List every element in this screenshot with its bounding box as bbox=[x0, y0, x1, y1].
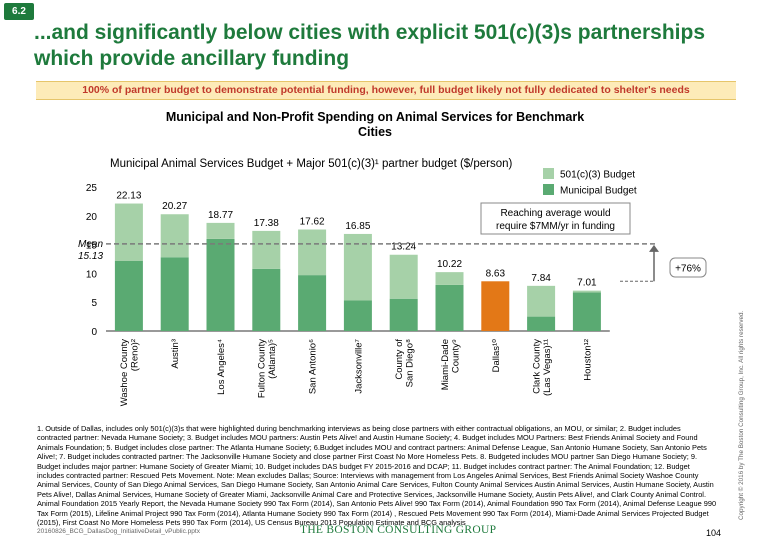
chart-subtitle: Municipal Animal Services Budget + Major… bbox=[110, 158, 513, 170]
annotation-line-1: Reaching average would bbox=[500, 208, 610, 219]
x-tick-label: Washoe County(Reno)² bbox=[119, 339, 141, 406]
bar-municipal bbox=[206, 238, 235, 331]
x-tick-label-line: County⁹ bbox=[450, 339, 461, 373]
mean-label: Mean bbox=[78, 239, 103, 250]
bar-municipal bbox=[481, 281, 510, 331]
chart-title: Municipal and Non-Profit Spending on Ani… bbox=[165, 110, 585, 139]
stacked-bar-chart: 0 5 10 15 20 25 22.13 Washoe County(Reno)² 20.2… bbox=[78, 168, 707, 406]
increase-badge bbox=[669, 257, 707, 278]
file-name: 20160826_BCG_DallasDog_InitiativeDetail_… bbox=[37, 528, 200, 535]
bar-total-label: 7.01 bbox=[577, 278, 597, 289]
x-tick-label-line: (Atlanta)⁵ bbox=[267, 339, 278, 379]
footnotes: 1. Outside of Dallas, includes only 501(… bbox=[37, 424, 717, 528]
x-tick-label-line: San Antonio⁶ bbox=[308, 339, 319, 394]
bar-partner bbox=[435, 272, 464, 285]
bar-municipal bbox=[389, 298, 418, 331]
bar-partner bbox=[160, 214, 189, 258]
bar-partner bbox=[389, 254, 418, 299]
page-number: 104 bbox=[706, 528, 722, 538]
x-tick-label: Los Angeles⁴ bbox=[216, 339, 227, 395]
x-tick-label: Houston¹² bbox=[582, 339, 593, 381]
bcg-logo: THE BOSTON CONSULTING GROUP bbox=[300, 524, 497, 536]
bar-partner bbox=[298, 229, 327, 276]
x-tick-label-line: Austin³ bbox=[170, 339, 181, 369]
bar-total-label: 17.62 bbox=[300, 217, 325, 228]
bar-total-label: 17.38 bbox=[254, 218, 279, 229]
x-tick-label-line: Washoe County bbox=[119, 339, 130, 406]
bar-partner bbox=[527, 285, 556, 317]
bar-total-label: 8.63 bbox=[486, 268, 506, 279]
x-tick-label-line: Houston¹² bbox=[582, 339, 593, 381]
bar-partner bbox=[572, 290, 601, 293]
bar-partner bbox=[114, 203, 143, 261]
bar-total-label: 13.24 bbox=[391, 242, 416, 253]
x-tick-label: Clark County(Las Vegas)¹¹ bbox=[531, 339, 553, 396]
x-tick-label-line: Los Angeles⁴ bbox=[216, 339, 227, 395]
y-tick-label: 10 bbox=[86, 269, 98, 280]
y-tick-label: 20 bbox=[86, 212, 98, 223]
x-tick-label: County ofSan Diego⁸ bbox=[394, 339, 416, 388]
bar-municipal bbox=[114, 260, 143, 331]
x-tick-label-line: San Diego⁸ bbox=[404, 339, 415, 387]
x-tick-label-line: Fulton County bbox=[257, 339, 268, 398]
y-tick-label: 5 bbox=[91, 298, 97, 309]
bar-municipal bbox=[527, 316, 556, 331]
legend-label: Municipal Budget bbox=[560, 186, 637, 197]
x-tick-label: Jacksonville⁷ bbox=[353, 338, 364, 393]
x-tick-label-line: Clark County bbox=[531, 339, 542, 394]
x-tick-label-line: County of bbox=[394, 339, 405, 380]
x-tick-label-line: (Reno)² bbox=[130, 339, 141, 371]
annotation-box bbox=[480, 202, 631, 235]
x-tick-label: Dallas¹⁰ bbox=[491, 339, 502, 373]
x-tick-label-line: Dallas¹⁰ bbox=[491, 339, 502, 373]
slide-number-badge: 6.2 bbox=[4, 3, 34, 20]
bar-municipal bbox=[252, 268, 281, 331]
y-tick-label: 0 bbox=[91, 327, 97, 338]
bar-municipal bbox=[160, 257, 189, 331]
x-tick-label: San Antonio⁶ bbox=[308, 339, 319, 394]
bar-municipal bbox=[343, 300, 372, 331]
bar-municipal bbox=[435, 284, 464, 331]
x-tick-label: Fulton County(Atlanta)⁵ bbox=[257, 339, 279, 398]
bar-total-label: 16.85 bbox=[345, 221, 370, 232]
x-tick-label-line: (Las Vegas)¹¹ bbox=[542, 339, 553, 396]
bar-total-label: 22.13 bbox=[116, 191, 141, 202]
annotation-line-2: require $7MM/yr in funding bbox=[496, 221, 615, 232]
x-tick-label: Austin³ bbox=[170, 339, 181, 369]
copyright-notice: Copyright © 2016 by The Boston Consultin… bbox=[738, 310, 745, 520]
legend-label: 501(c)(3) Budget bbox=[560, 170, 635, 181]
x-tick-label-line: Miami-Dade bbox=[440, 339, 451, 390]
bar-total-label: 7.84 bbox=[531, 273, 551, 284]
increase-arrow-head bbox=[649, 244, 659, 252]
subtitle-banner: 100% of partner budget to demonstrate po… bbox=[36, 81, 736, 100]
bar-partner bbox=[252, 230, 281, 269]
bar-municipal bbox=[298, 275, 327, 331]
x-tick-label: Miami-DadeCounty⁹ bbox=[440, 339, 462, 390]
x-tick-label-line: Jacksonville⁷ bbox=[353, 338, 364, 393]
bar-total-label: 10.22 bbox=[437, 259, 462, 270]
y-tick-label: 25 bbox=[86, 183, 98, 194]
legend-swatch bbox=[543, 184, 554, 195]
bar-municipal bbox=[572, 292, 601, 331]
bar-partner bbox=[206, 222, 235, 239]
slide-title: ...and significantly below cities with e… bbox=[34, 21, 706, 70]
bar-partner bbox=[343, 233, 372, 301]
bar-total-label: 20.27 bbox=[162, 201, 187, 212]
increase-label: +76% bbox=[675, 264, 701, 275]
bar-total-label: 18.77 bbox=[208, 210, 233, 221]
mean-value-label: 15.13 bbox=[78, 251, 103, 262]
y-tick-label: 15 bbox=[86, 241, 98, 252]
legend-swatch bbox=[543, 168, 554, 179]
